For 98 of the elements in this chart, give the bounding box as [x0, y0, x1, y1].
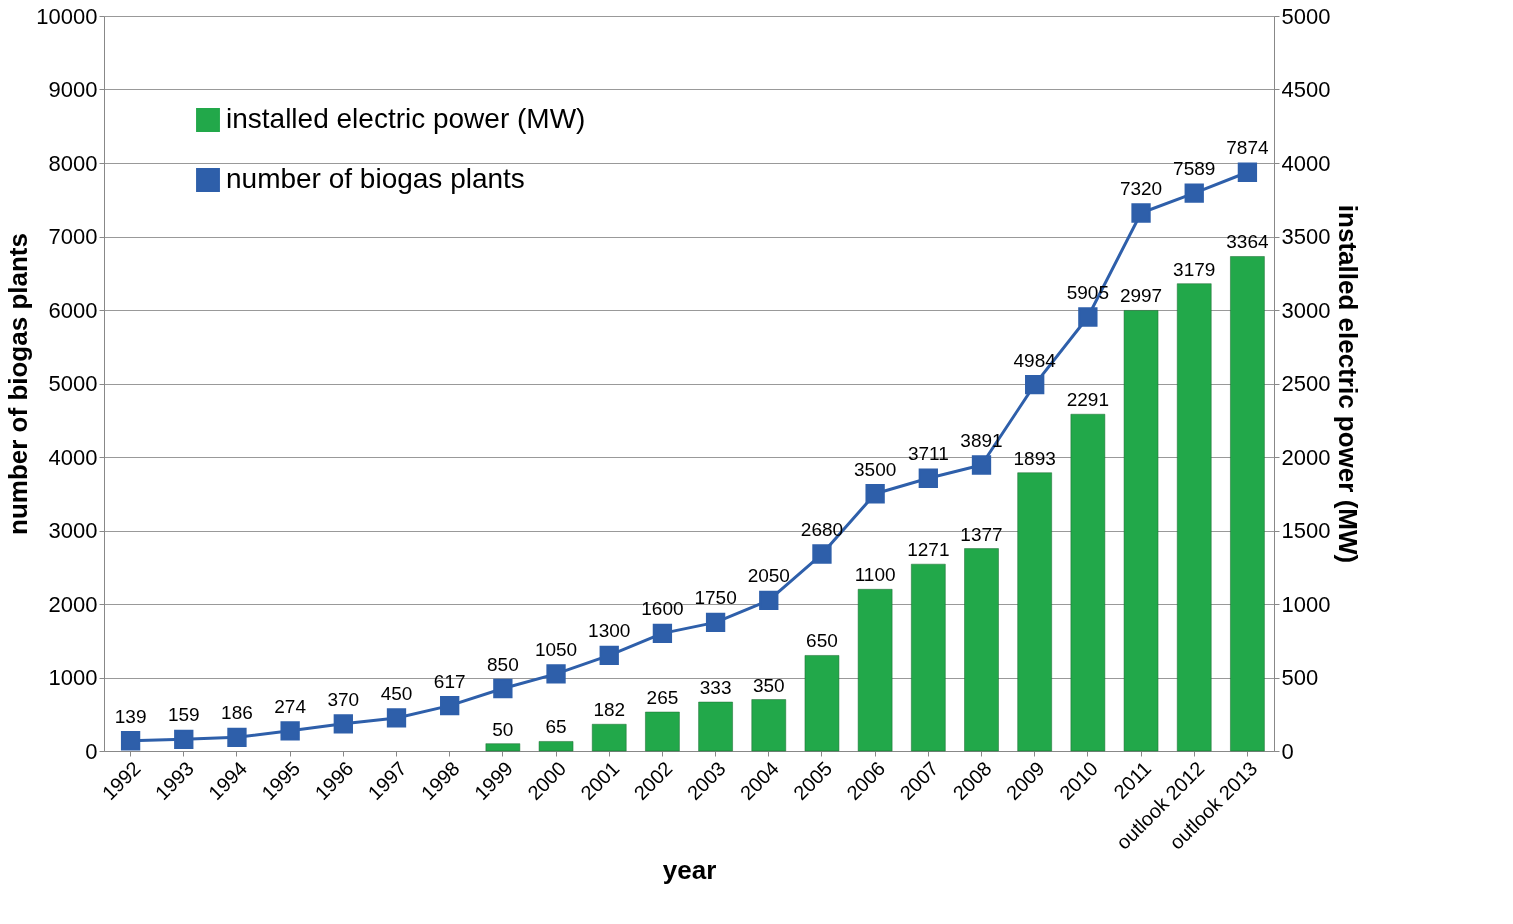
bar [751, 699, 787, 752]
data-label: 617 [433, 670, 466, 692]
data-label: 3364 [1226, 231, 1269, 253]
bar [964, 548, 999, 752]
point [227, 727, 247, 747]
bar [1017, 472, 1052, 752]
point [1237, 162, 1258, 182]
point [865, 484, 885, 504]
data-label: 274 [274, 695, 307, 717]
data-label: 1600 [641, 598, 684, 620]
bar [857, 589, 893, 752]
y2-tick-label: 4000 [1281, 150, 1331, 176]
data-label: 333 [699, 677, 732, 699]
data-label: 159 [167, 704, 200, 726]
y-tick-label: 6000 [48, 297, 98, 323]
data-label: 7589 [1173, 158, 1216, 180]
data-label: 50 [492, 718, 514, 740]
point [546, 664, 566, 684]
point [812, 544, 832, 564]
y-tick-label: 2000 [48, 591, 98, 617]
point [333, 714, 353, 734]
bar [1070, 413, 1106, 752]
data-label: 350 [752, 674, 785, 696]
point [1078, 307, 1098, 327]
y2-tick-label: 2500 [1281, 371, 1331, 396]
bar [1123, 310, 1159, 752]
y2-tick-label: 500 [1281, 665, 1319, 690]
y2-tick-label: 2000 [1281, 444, 1331, 470]
bar [485, 743, 521, 752]
y2-tick-label: 1500 [1281, 518, 1331, 543]
y-tick-label: 3000 [48, 518, 98, 543]
bar [538, 741, 574, 752]
data-label: 7874 [1226, 137, 1269, 159]
data-label: 2050 [747, 565, 790, 587]
data-label: 3179 [1173, 258, 1216, 280]
y2-tick-label: 5000 [1281, 3, 1331, 29]
point [280, 721, 300, 741]
y-tick-label: 0 [85, 738, 98, 764]
point [120, 731, 141, 751]
data-label: 1300 [588, 620, 631, 642]
data-label: 2997 [1119, 285, 1163, 307]
data-label: 450 [380, 682, 413, 704]
data-label: 3500 [854, 458, 897, 480]
data-label: 139 [114, 705, 147, 727]
bar [698, 701, 733, 752]
bar [1230, 256, 1265, 752]
point [652, 623, 673, 644]
data-label: 370 [327, 688, 360, 710]
y-tick-label: 9000 [48, 77, 98, 102]
point [918, 468, 938, 488]
x-axis-title: year [662, 854, 717, 885]
y-tick-label: 1000 [48, 665, 98, 690]
point [386, 708, 407, 728]
y-tick-label: 4000 [48, 444, 98, 470]
data-label: 182 [593, 699, 626, 721]
y2-tick-label: 3000 [1281, 297, 1331, 323]
data-label: 1100 [854, 564, 896, 586]
legend-label: installed electric power (MW) [226, 103, 586, 134]
legend-label: number of biogas plants [226, 163, 525, 194]
point [440, 695, 460, 716]
point [971, 455, 992, 475]
data-label: 1750 [694, 587, 737, 609]
data-label: 1271 [907, 539, 950, 561]
y-tick-label: 7000 [48, 224, 98, 249]
y-tick-label: 10000 [36, 3, 98, 29]
point [759, 590, 779, 610]
data-label: 1050 [534, 638, 578, 660]
data-label: 2291 [1066, 389, 1109, 411]
point [1025, 375, 1045, 395]
y2-tick-label: 4500 [1281, 77, 1331, 102]
bar [591, 724, 627, 752]
bar [645, 711, 680, 752]
point [1131, 203, 1151, 223]
point [493, 678, 513, 699]
y2-tick-label: 1000 [1281, 591, 1331, 617]
data-label: 186 [221, 702, 253, 724]
data-label: 265 [646, 687, 679, 709]
y-axis-title: number of biogas plants [3, 233, 34, 535]
y-tick-label: 5000 [48, 371, 98, 396]
point [705, 612, 726, 633]
y2-tick-label: 3500 [1281, 224, 1331, 249]
bar [804, 655, 840, 752]
data-label: 3711 [907, 443, 949, 465]
point [599, 645, 619, 666]
y2-axis-title: installed electric power (MW) [1333, 204, 1364, 564]
point [1184, 183, 1204, 203]
data-label: 650 [806, 630, 838, 652]
bar [911, 563, 946, 752]
data-label: 1377 [960, 523, 1003, 545]
data-label: 1893 [1013, 447, 1056, 469]
y-tick-label: 8000 [48, 150, 98, 176]
data-label: 7320 [1119, 177, 1163, 199]
data-label: 2680 [800, 519, 844, 541]
bar [1176, 283, 1212, 752]
point [174, 729, 194, 749]
data-label: 65 [545, 716, 567, 738]
data-label: 850 [487, 653, 519, 675]
y2-tick-label: 0 [1281, 738, 1294, 764]
